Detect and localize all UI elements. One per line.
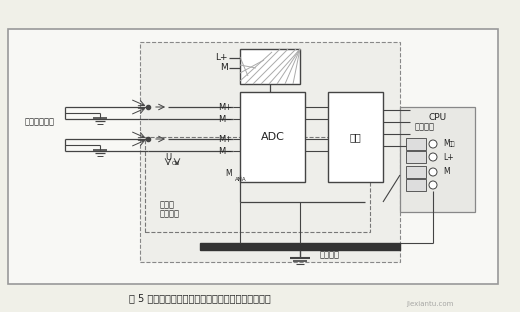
Text: CM: CM (172, 161, 180, 166)
Text: 接地母线: 接地母线 (320, 251, 340, 260)
Circle shape (429, 181, 437, 189)
Bar (406, 151, 426, 163)
Text: 背板总线: 背板总线 (415, 123, 435, 131)
Text: 逻辑: 逻辑 (349, 132, 361, 142)
Text: M+: M+ (218, 103, 232, 111)
Text: 连接导线: 连接导线 (160, 209, 180, 218)
Text: M: M (225, 169, 232, 178)
Circle shape (429, 168, 437, 176)
Bar (200, 243, 400, 250)
Text: CPU: CPU (428, 113, 447, 121)
Text: M: M (443, 168, 450, 177)
Text: U: U (165, 154, 171, 163)
Bar (400, 107, 475, 212)
Text: M−: M− (218, 115, 232, 124)
Text: M−: M− (218, 147, 232, 155)
Bar (240, 49, 300, 84)
Bar (8, 29, 498, 284)
Text: 等电位: 等电位 (160, 201, 175, 209)
Circle shape (429, 153, 437, 161)
Text: 图 5 连接非隔离的传感器至非隔离的模拟量输入模块: 图 5 连接非隔离的传感器至非隔离的模拟量输入模块 (129, 293, 271, 303)
Bar (406, 179, 426, 191)
Text: 内部: 内部 (449, 141, 456, 147)
Bar (406, 166, 426, 178)
Text: ANA: ANA (235, 177, 246, 182)
Text: L+: L+ (443, 153, 453, 162)
Bar (406, 138, 426, 150)
Text: M+: M+ (218, 134, 232, 144)
Text: M: M (220, 64, 228, 72)
Bar (145, 137, 370, 232)
Bar (240, 92, 305, 182)
Bar (328, 92, 383, 182)
Text: ADC: ADC (261, 132, 284, 142)
Text: 非隔离传感器: 非隔离传感器 (25, 118, 55, 126)
Circle shape (429, 140, 437, 148)
Text: L+: L+ (215, 53, 228, 62)
Text: M: M (443, 139, 450, 149)
Bar (140, 42, 400, 262)
Text: jiexiantu.com: jiexiantu.com (406, 301, 453, 307)
